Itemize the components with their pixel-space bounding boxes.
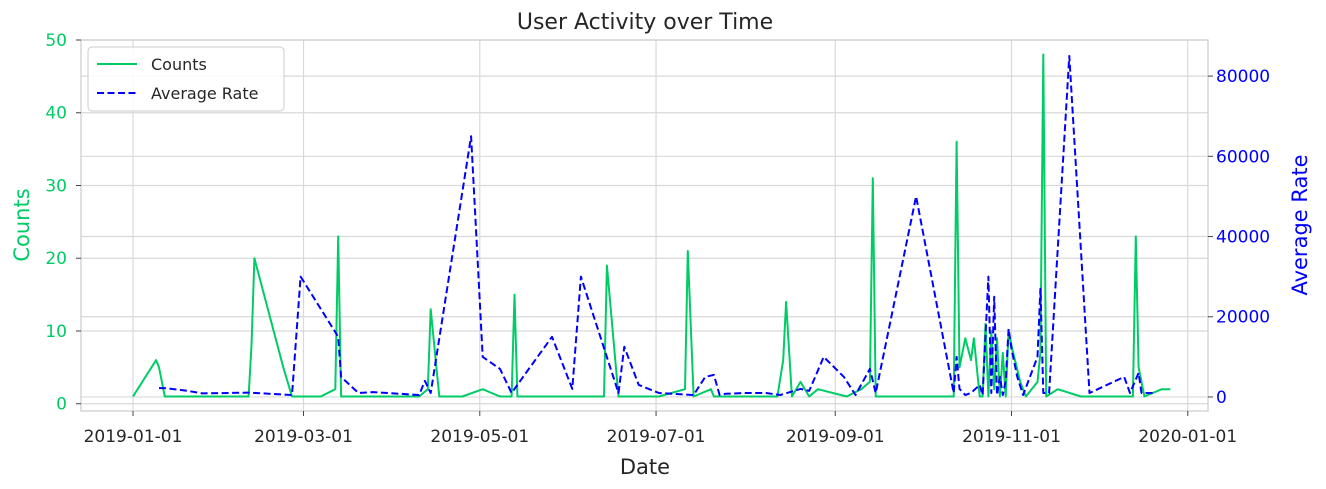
y2-axis-title: Average Rate [1288, 154, 1312, 295]
legend: Counts Average Rate [87, 46, 285, 112]
counts-line [132, 53, 1171, 398]
x-tick-label: 2019-09-01 [786, 427, 885, 447]
plot-frame [80, 39, 1209, 412]
y-tick-label: 40 [45, 104, 67, 124]
x-tick-label: 2019-07-01 [607, 427, 706, 447]
average-rate-series [159, 55, 1156, 396]
y2-tick-label: 40000 [1216, 228, 1270, 248]
y2-tick-label: 80000 [1216, 67, 1270, 87]
axes: 2019-01-01 2019-03-01 2019-05-01 2019-07-01… [45, 31, 1270, 447]
x-tick-label: 2019-11-01 [962, 427, 1061, 447]
y2-tick-label: 60000 [1216, 147, 1270, 167]
y-axis-title: Counts [10, 188, 34, 261]
y-tick-label: 0 [56, 395, 67, 415]
y-tick-label: 50 [45, 31, 67, 51]
average-rate-line [159, 55, 1156, 396]
x-tick-label: 2019-01-01 [84, 427, 183, 447]
counts-series [132, 53, 1171, 398]
x-tick-label: 2019-03-01 [254, 427, 353, 447]
y-tick-label: 10 [45, 322, 67, 342]
x-tick-label: 2020-01-01 [1138, 427, 1237, 447]
y2-tick-label: 20000 [1216, 308, 1270, 328]
y2-tick-label: 0 [1216, 388, 1227, 408]
y-tick-label: 20 [45, 249, 67, 269]
x-axis-title: Date [620, 455, 670, 479]
y-tick-label: 30 [45, 176, 67, 196]
legend-label-average-rate: Average Rate [151, 84, 258, 103]
x-tick-label: 2019-05-01 [430, 427, 529, 447]
chart-title: User Activity over Time [517, 10, 773, 35]
legend-label-counts: Counts [151, 55, 207, 74]
